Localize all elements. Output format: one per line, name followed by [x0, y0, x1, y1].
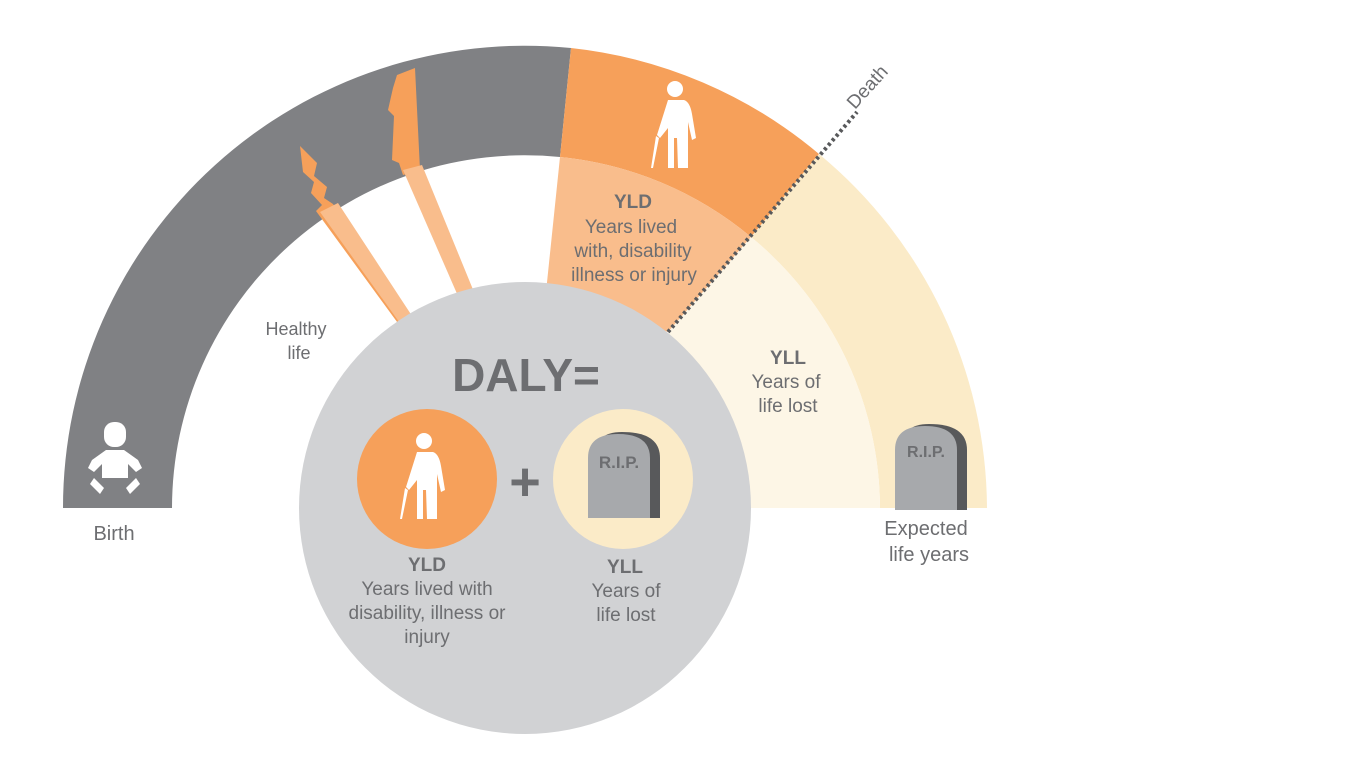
arc-yll-title: YLL [770, 348, 806, 369]
elderly-person-icon [651, 81, 696, 168]
rip-label-formula: R.I.P. [599, 453, 639, 472]
arc-yld-title: YLD [614, 192, 652, 213]
arc-yll-line1: Years of [751, 372, 821, 393]
illness-spike-right-ray [403, 165, 474, 296]
daly-formula-title: DALY= [452, 349, 600, 401]
formula-yll-title: YLL [607, 557, 643, 578]
formula-yll-line2: life lost [596, 605, 656, 626]
tombstone-icon-formula: R.I.P. [588, 432, 660, 518]
formula-yld-line3: injury [404, 627, 450, 648]
arc-yld-line1: Years lived [585, 217, 677, 238]
expected-life-label-line1: Expected [884, 518, 967, 540]
yld-inner-wedge [546, 157, 751, 332]
formula-yld-title: YLD [408, 555, 446, 576]
yll-arc-band [751, 154, 987, 508]
arc-yld-line2: with, disability [573, 241, 692, 262]
elderly-person-icon-formula [400, 433, 445, 519]
formula-yll-line1: Years of [591, 581, 661, 602]
formula-yld-line2: disability, illness or [349, 603, 507, 624]
illness-spike-right [388, 68, 420, 175]
healthy-life-label-line1: Healthy [265, 319, 326, 339]
death-label: Death [843, 62, 893, 114]
healthy-life-arc [62, 45, 571, 508]
birth-label: Birth [93, 523, 134, 545]
formula-plus-sign: + [509, 452, 541, 512]
arc-yll-line2: life lost [758, 396, 818, 417]
baby-icon [88, 422, 142, 494]
arc-yld-line3: illness or injury [571, 265, 697, 286]
expected-life-label-line2: life years [889, 544, 969, 566]
daly-formula-circle [299, 282, 751, 734]
tombstone-icon-arc: R.I.P. [895, 424, 967, 510]
healthy-life-label-line2: life [287, 343, 310, 363]
yld-arc-band [560, 48, 819, 237]
formula-yld-line1: Years lived with [361, 579, 492, 600]
death-line [666, 110, 859, 334]
illness-spike-left-ray [320, 203, 416, 326]
rip-label-arc: R.I.P. [907, 444, 945, 461]
